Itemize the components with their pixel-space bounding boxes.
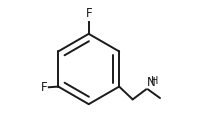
Text: F: F: [85, 7, 92, 20]
Text: H: H: [151, 76, 158, 86]
Text: F: F: [41, 81, 47, 94]
Text: N: N: [147, 76, 155, 89]
